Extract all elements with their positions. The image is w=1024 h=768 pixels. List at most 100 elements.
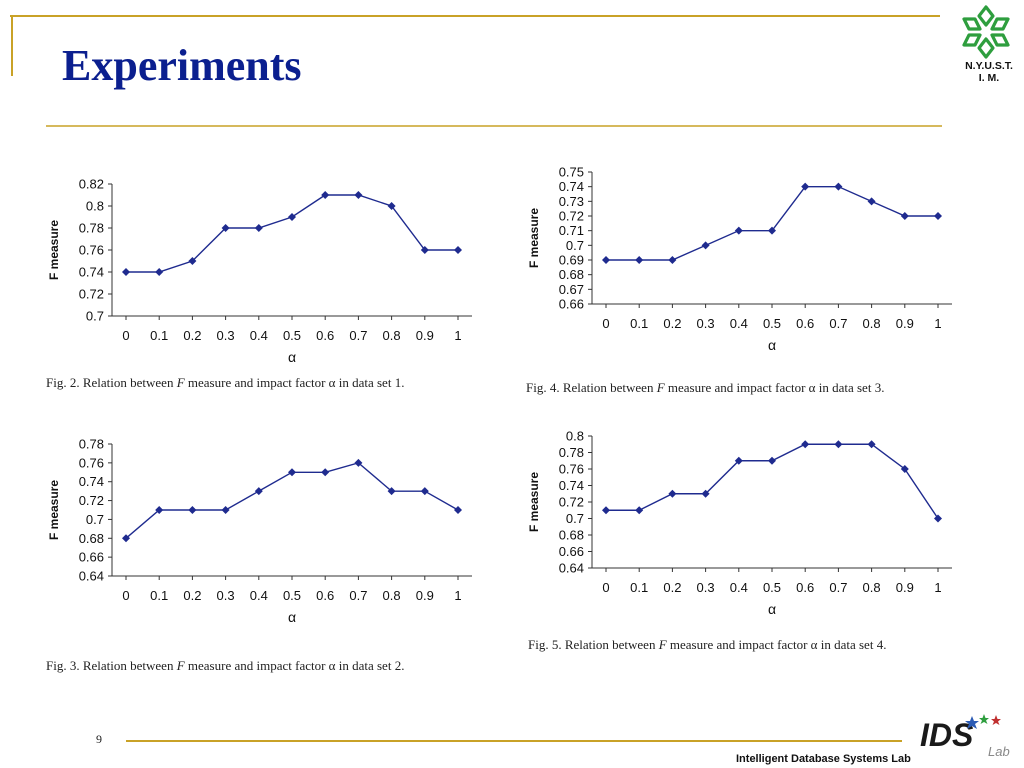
caption-italic: F — [658, 637, 667, 652]
x-tick-label: 0.9 — [896, 316, 914, 331]
y-tick-label: 0.73 — [559, 194, 584, 209]
y-tick-label: 0.69 — [559, 253, 584, 268]
data-point — [834, 182, 843, 191]
x-tick-label: 0.3 — [697, 580, 715, 595]
data-point — [734, 456, 743, 465]
data-point — [354, 191, 363, 199]
ids-logo-star-icon — [979, 714, 989, 724]
x-tick-label: 0.5 — [763, 580, 781, 595]
footer-lab-name: Intelligent Database Systems Lab — [736, 753, 911, 765]
y-tick-label: 0.78 — [79, 437, 104, 452]
data-point — [602, 506, 610, 515]
x-tick-label: 0.1 — [630, 580, 648, 595]
data-point — [155, 506, 164, 514]
caption-fig2: Fig. 2. Relation between F measure and i… — [46, 375, 404, 391]
x-tick-label: 0.3 — [697, 316, 715, 331]
ids-lab-logo: IDS Lab — [920, 714, 1010, 759]
data-point — [635, 506, 644, 515]
caption-italic: F — [656, 380, 665, 395]
data-point — [454, 506, 462, 514]
caption-fig4: Fig. 4. Relation between F measure and i… — [526, 380, 884, 396]
caption-prefix: Fig. 4. Relation between — [526, 380, 657, 395]
x-tick-label: 0.2 — [183, 328, 201, 343]
caption-suffix: measure and impact factor α in data set … — [664, 380, 885, 395]
x-tick-label: 0.9 — [416, 588, 434, 603]
y-tick-label: 0.7 — [566, 238, 584, 253]
x-tick-label: 0.4 — [730, 580, 748, 595]
series-line — [606, 443, 939, 519]
y-tick-label: 0.74 — [79, 474, 104, 489]
data-point — [801, 182, 810, 191]
y-tick-label: 0.7 — [86, 309, 104, 324]
data-point — [387, 202, 396, 210]
data-point — [254, 224, 263, 232]
logo-text-line2: I. M. — [978, 72, 1000, 85]
x-tick-label: 0 — [602, 580, 609, 595]
x-tick-label: 0.7 — [349, 588, 367, 603]
caption-suffix: measure and impact factor α in data set … — [184, 658, 405, 673]
data-point — [288, 213, 296, 221]
data-point — [188, 257, 197, 265]
x-tick-label: 0.2 — [663, 580, 681, 595]
x-tick-label: 0.3 — [217, 588, 235, 603]
y-tick-label: 0.76 — [79, 455, 104, 470]
x-tick-label: 0.4 — [250, 328, 268, 343]
x-tick-label: 0.8 — [863, 580, 881, 595]
chart-fig3: 0.64 0.66 0.68 0.7 0.72 0.74 0.76 0.78 0 0.1 0.2 0.… — [47, 437, 472, 625]
caption-suffix: measure and impact factor α in data set … — [184, 375, 405, 390]
data-point — [900, 212, 909, 220]
y-tick-label: 0.74 — [559, 179, 584, 194]
x-tick-label: 0.6 — [796, 316, 814, 331]
x-tick-label: 0 — [122, 588, 129, 603]
data-point — [454, 246, 462, 254]
data-point — [668, 256, 677, 264]
series-line — [606, 185, 938, 261]
y-tick-label: 0.75 — [559, 165, 584, 180]
data-point — [734, 226, 743, 235]
x-tick-label: 0.8 — [863, 316, 881, 331]
data-point — [602, 256, 610, 264]
data-point — [321, 191, 330, 199]
y-tick-label: 0.8 — [86, 199, 104, 214]
chart-fig4: 0.660.670.680.690.70.710.720.730.740.750… — [527, 165, 952, 353]
ids-logo-star-icon — [991, 715, 1001, 725]
y-tick-label: 0.7 — [86, 512, 104, 527]
data-point — [221, 506, 230, 514]
caption-suffix: measure and impact factor α in data set … — [666, 637, 887, 652]
x-tick-label: 0 — [122, 328, 129, 343]
data-point — [768, 226, 776, 235]
x-tick-label: 0.1 — [630, 316, 648, 331]
y-tick-label: 0.76 — [559, 462, 584, 477]
ids-logo-sub: Lab — [988, 744, 1010, 759]
y-tick-label: 0.78 — [79, 221, 104, 236]
x-tick-label: 1 — [454, 588, 461, 603]
ids-logo-star-icon — [965, 716, 979, 729]
logo-text-line1: N.Y.U.S.T. — [965, 60, 1013, 72]
data-point — [420, 487, 429, 496]
x-tick-label: 0.9 — [896, 580, 914, 595]
x-tick-label: 0.6 — [796, 580, 814, 595]
data-point — [900, 465, 909, 473]
y-tick-label: 0.66 — [559, 297, 584, 312]
caption-italic: F — [176, 375, 185, 390]
x-tick-label: 0.5 — [763, 316, 781, 331]
data-point — [635, 256, 644, 264]
caption-prefix: Fig. 3. Relation between — [46, 658, 177, 673]
y-tick-label: 0.68 — [559, 528, 584, 543]
y-tick-label: 0.64 — [79, 569, 104, 584]
y-tick-label: 0.72 — [79, 287, 104, 302]
ids-logo-text: IDS — [920, 717, 974, 753]
x-tick-label: 0.5 — [283, 588, 301, 603]
x-tick-label: 0.1 — [150, 588, 168, 603]
y-tick-label: 0.67 — [559, 282, 584, 297]
y-tick-label: 0.82 — [79, 177, 104, 192]
y-tick-label: 0.71 — [559, 223, 584, 238]
x-tick-label: 0.7 — [829, 316, 847, 331]
slide-title: Experiments — [62, 41, 302, 90]
university-logo-icon — [962, 5, 1010, 59]
x-tick-label: 0 — [602, 316, 609, 331]
caption-prefix: Fig. 2. Relation between — [46, 375, 177, 390]
data-point — [122, 268, 130, 276]
data-point — [354, 458, 363, 467]
